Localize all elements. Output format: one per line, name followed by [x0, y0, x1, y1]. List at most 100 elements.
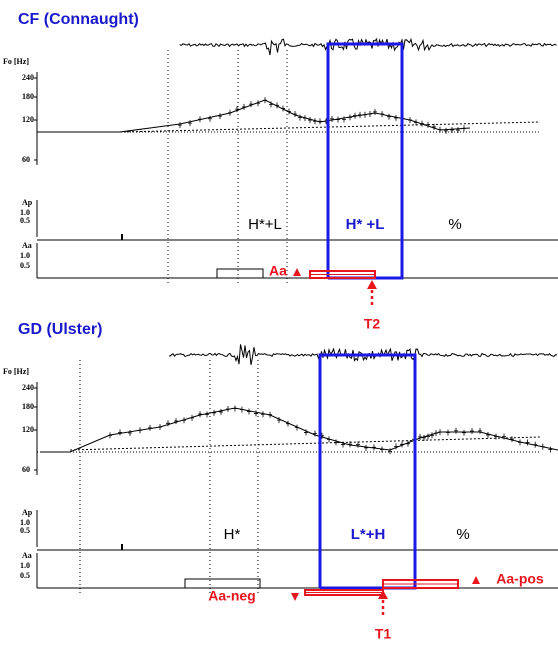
f0-point — [388, 448, 392, 455]
f0-point — [414, 119, 418, 126]
f0-point — [533, 441, 538, 448]
f0-point — [318, 118, 322, 125]
f0-point — [218, 113, 222, 120]
f0-point — [247, 408, 251, 415]
f0-point — [510, 436, 514, 443]
f0-tick-label: 240 — [22, 73, 34, 82]
f0-point — [364, 444, 368, 451]
panel-title: GD (Ulster) — [18, 321, 102, 338]
ap-tick-label: 1.0 — [20, 208, 30, 217]
f0-point — [263, 97, 267, 104]
f0-point — [208, 115, 212, 122]
f0-point — [450, 126, 454, 133]
f0-tick-label: 180 — [22, 402, 34, 411]
f0-point — [363, 111, 367, 118]
f0-point — [286, 420, 290, 427]
f0-point — [462, 429, 466, 436]
f0-point — [293, 110, 297, 117]
aa-tick-label: 0.5 — [20, 571, 30, 580]
f0-point — [304, 429, 308, 436]
ap-tick-label: 1.0 — [20, 518, 30, 527]
phrase-component — [69, 436, 541, 451]
f0-point — [254, 410, 258, 417]
tone-label: H*+L — [248, 216, 282, 233]
timing-label: T1 — [375, 626, 392, 642]
f0-point — [268, 411, 272, 418]
f0-point — [128, 430, 132, 437]
f0-point — [394, 114, 398, 121]
f0-point — [394, 443, 398, 450]
f0-point — [240, 406, 244, 413]
f0-axis-label: Fo [Hz] — [3, 367, 29, 376]
highlight-frame — [318, 353, 417, 590]
f0-point — [426, 121, 430, 128]
f0-point — [432, 123, 436, 130]
f0-point — [228, 109, 232, 116]
f0-point — [420, 120, 424, 127]
f0-point — [406, 440, 410, 447]
f0-point — [281, 105, 285, 112]
tone-label: % — [448, 216, 461, 233]
aa-tick-label: 0.5 — [20, 261, 30, 270]
f0-point — [334, 439, 338, 446]
f0-point — [178, 122, 182, 129]
f0-point — [138, 427, 142, 434]
f0-tick-label: 180 — [22, 92, 34, 101]
accent-label: Aa — [269, 263, 287, 279]
f0-point — [233, 405, 237, 412]
f0-point — [182, 417, 186, 424]
f0-point — [235, 106, 239, 113]
f0-point — [205, 411, 209, 418]
accent-marker — [293, 268, 301, 276]
f0-point — [277, 417, 281, 424]
f0-point — [226, 405, 230, 412]
f0-point — [446, 429, 450, 436]
waveform — [179, 37, 557, 56]
f0-point — [249, 101, 253, 108]
timing-label: T2 — [364, 316, 381, 332]
panel-title: CF (Connaught) — [18, 11, 139, 28]
f0-point — [372, 444, 376, 451]
f0-point — [408, 117, 412, 124]
f0-point — [261, 411, 265, 418]
f0-point — [470, 427, 474, 434]
highlight-frame — [326, 42, 404, 280]
f0-point — [525, 439, 530, 446]
f0-point — [353, 112, 357, 119]
f0-point — [298, 114, 302, 121]
accent-box — [216, 268, 264, 279]
f0-point — [348, 114, 352, 121]
tone-label: % — [456, 526, 469, 543]
tone-label: L*+H — [351, 526, 386, 543]
f0-point — [313, 118, 317, 125]
f0-point — [356, 441, 360, 448]
f0-point — [486, 431, 490, 438]
f0-point — [502, 433, 506, 440]
f0-point — [341, 441, 345, 448]
f0-point — [462, 125, 466, 132]
accent-marker — [291, 593, 299, 601]
f0-point — [540, 443, 545, 450]
f0-point — [330, 115, 334, 122]
f0-point — [198, 411, 202, 418]
f0-point — [287, 108, 291, 115]
f0-point — [418, 433, 422, 440]
f0-point — [242, 103, 246, 110]
f0-axis-label: Fo [Hz] — [3, 57, 29, 66]
f0-point — [368, 111, 372, 118]
f0-point — [275, 102, 279, 109]
f0-point — [190, 414, 194, 421]
f0-point — [327, 436, 331, 443]
tone-label: H* +L — [346, 216, 385, 233]
aa-tick-label: 1.0 — [20, 561, 30, 570]
aa-label: Aa — [22, 241, 32, 250]
f0-point — [219, 408, 223, 415]
f0-point — [518, 439, 522, 446]
f0-point — [108, 432, 112, 439]
f0-point — [174, 418, 178, 425]
ap-label: Ap — [22, 508, 33, 517]
tone-label: H* — [224, 526, 241, 543]
f0-point — [387, 113, 391, 120]
f0-point — [434, 430, 438, 437]
